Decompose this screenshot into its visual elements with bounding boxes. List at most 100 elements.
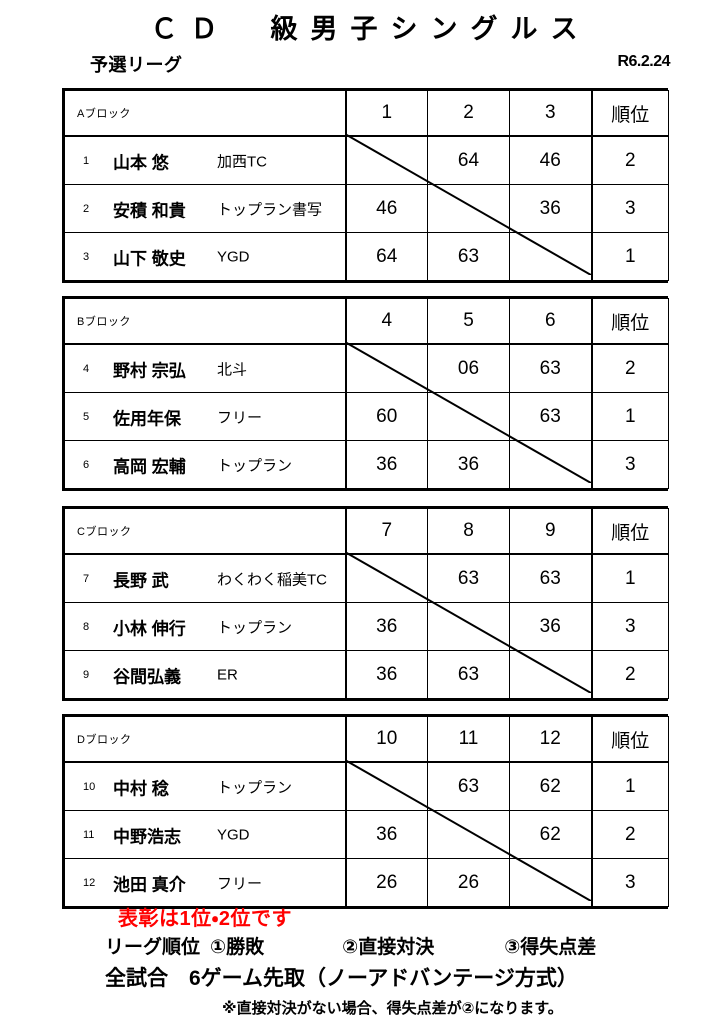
match-score-cell: 63 [427, 232, 510, 281]
match-score-cell: 64 [344, 232, 428, 281]
page-title: ＣＤ 級男子シングルス [150, 14, 591, 44]
match-score-cell: 62 [509, 810, 592, 859]
league-table: Aブロック 1 2 3 順位 1 山本 悠加西TC 64 46 2 2 安積 和貴 トップラン書写 46 3… [64, 90, 669, 281]
player-cell: 1 山本 悠 加西TC [64, 135, 347, 185]
player-club: トップラン [217, 457, 293, 474]
table-row: 4 野村 宗弘 北斗 06 63 2 [64, 343, 669, 393]
tiebreak-note: ※直接対決がない場合、得失点差が②になります。 [222, 1000, 563, 1017]
opponent-column-header: 4 [344, 298, 428, 345]
match-score-cell: 26 [427, 858, 510, 907]
player-name: 山本 悠 [113, 153, 169, 172]
match-score-cell: 36 [344, 650, 428, 699]
opponent-column-header: 8 [427, 508, 510, 555]
rank-cell: 3 [590, 602, 669, 651]
player-name: 中野浩志 [113, 827, 181, 846]
rank-cell: 1 [590, 232, 669, 281]
match-score-cell: 63 [427, 761, 510, 811]
league-block: Bブロック 4 5 6 順位 4 野村 宗弘 北斗 06 63 2 5 佐用年保 フリー 60 63 1 6 高岡 … [62, 296, 669, 491]
player-club: YGD [217, 826, 250, 843]
block-label: Dブロック [64, 716, 346, 763]
match-score-cell: 36 [344, 440, 428, 489]
player-cell: 6 高岡 宏輔 トップラン [64, 440, 347, 489]
rank-cell: 2 [590, 650, 669, 699]
rank-cell: 2 [590, 343, 669, 393]
player-seed-number: 3 [83, 250, 90, 263]
match-score-cell: 46 [344, 184, 428, 233]
player-seed-number: 9 [83, 668, 90, 681]
self-cell [427, 810, 510, 859]
player-seed-number: 10 [83, 780, 96, 793]
player-cell: 12 池田 真介 フリー [64, 858, 347, 907]
block-label: Aブロック [64, 90, 346, 137]
match-format-note: 全試合 6ゲーム先取（ノーアドバンテージ方式） [105, 967, 578, 990]
rank-cell: 1 [590, 392, 669, 441]
player-seed-number: 1 [83, 154, 90, 167]
table-header-row: Aブロック 1 2 3 順位 [64, 90, 669, 137]
player-cell: 11 中野浩志 YGD [64, 810, 347, 859]
rank-cell: 2 [590, 810, 669, 859]
player-name: 高岡 宏輔 [113, 457, 186, 476]
table-row: 1 山本 悠 加西TC 64 46 2 [64, 135, 669, 185]
match-score-cell: 36 [344, 602, 428, 651]
opponent-column-header: 11 [427, 716, 510, 763]
match-score-cell: 36 [509, 184, 592, 233]
match-score-cell: 63 [427, 553, 510, 603]
self-cell [509, 858, 592, 907]
player-seed-number: 4 [83, 362, 90, 375]
table-header-row: Dブロック 10 11 12 順位 [64, 716, 669, 763]
rank-cell: 1 [590, 761, 669, 811]
table-row: 5 佐用年保 フリー 60 63 1 [64, 392, 669, 441]
rank-column-header: 順位 [590, 90, 669, 137]
table-row: 3 山下 敬史 YGD 64 63 1 [64, 232, 669, 281]
self-cell [509, 232, 592, 281]
opponent-column-header: 9 [509, 508, 592, 555]
player-cell: 9 谷間弘義 ER [64, 650, 347, 699]
table-row: 12 池田 真介 フリー 26 26 3 [64, 858, 669, 907]
player-club: ER [217, 666, 238, 683]
match-score-cell: 64 [427, 135, 510, 185]
rank-cell: 1 [590, 553, 669, 603]
event-date: R6.2.24 [617, 53, 670, 71]
block-label: Cブロック [64, 508, 346, 555]
self-cell [344, 343, 428, 393]
player-club: フリー [217, 875, 263, 892]
opponent-column-header: 10 [344, 716, 428, 763]
opponent-column-header: 5 [427, 298, 510, 345]
match-score-cell: 63 [509, 553, 592, 603]
match-score-cell: 36 [344, 810, 428, 859]
rank-cell: 3 [590, 858, 669, 907]
player-name: 山下 敬史 [113, 249, 186, 268]
opponent-column-header: 12 [509, 716, 592, 763]
block-label: Bブロック [64, 298, 346, 345]
ranking-rule-2: ②直接対決 [342, 937, 435, 958]
player-seed-number: 2 [83, 202, 90, 215]
ranking-rules-label: リーグ順位 [105, 937, 201, 958]
player-name: 佐用年保 [113, 409, 181, 428]
ranking-rules: リーグ順位 ①勝敗 ②直接対決 ③得失点差 [105, 932, 596, 959]
self-cell [509, 650, 592, 699]
league-table: Bブロック 4 5 6 順位 4 野村 宗弘 北斗 06 63 2 5 佐用年保 フリー 60 63 1 6 高岡 … [64, 298, 669, 489]
match-score-cell: 46 [509, 135, 592, 185]
match-score-cell: 36 [509, 602, 592, 651]
table-row: 7 長野 武わくわく稲美TC 63 63 1 [64, 553, 669, 603]
opponent-column-header: 2 [427, 90, 510, 137]
rank-column-header: 順位 [590, 508, 669, 555]
league-block: Dブロック 10 11 12 順位 10 中村 稔トップラン 63 62 1 11 中野浩志 YGD 36… [62, 714, 669, 909]
self-cell [427, 602, 510, 651]
self-cell [427, 392, 510, 441]
player-seed-number: 11 [83, 828, 95, 841]
table-row: 9 谷間弘義 ER 36 63 2 [64, 650, 669, 699]
self-cell [344, 135, 428, 185]
match-score-cell: 63 [509, 343, 592, 393]
player-club: 加西TC [217, 153, 267, 170]
player-name: 谷間弘義 [113, 667, 181, 686]
match-score-cell: 63 [427, 650, 510, 699]
self-cell [344, 553, 428, 603]
player-name: 中村 稔 [113, 779, 169, 798]
match-score-cell: 60 [344, 392, 428, 441]
table-row: 10 中村 稔 トップラン 63 62 1 [64, 761, 669, 811]
league-table: Cブロック 7 8 9 順位 7 長野 武わくわく稲美TC 63 63 1 8 小林 伸行 トップラン 3… [64, 508, 669, 699]
ranking-rule-3: ③得失点差 [504, 937, 597, 958]
rank-column-header: 順位 [590, 716, 669, 763]
player-club: YGD [217, 248, 250, 265]
